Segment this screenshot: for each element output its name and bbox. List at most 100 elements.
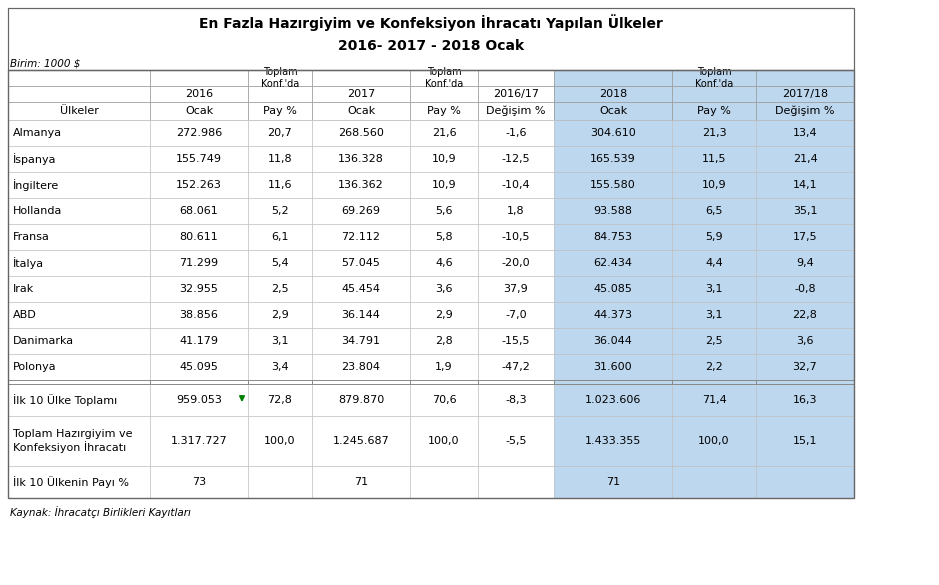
- Text: Ocak: Ocak: [346, 106, 375, 116]
- Bar: [672, 302, 756, 328]
- Text: 6,5: 6,5: [705, 206, 723, 216]
- Bar: [410, 146, 478, 172]
- Bar: [410, 172, 478, 198]
- Bar: [478, 416, 554, 466]
- Text: 2,5: 2,5: [271, 284, 289, 294]
- Text: 1.245.687: 1.245.687: [332, 436, 390, 446]
- Bar: [248, 102, 312, 120]
- Text: 72,8: 72,8: [268, 395, 292, 405]
- Bar: [672, 102, 756, 120]
- Bar: [672, 354, 756, 380]
- Text: 2018: 2018: [599, 89, 627, 99]
- Text: 72.112: 72.112: [342, 232, 380, 242]
- Bar: [312, 224, 410, 250]
- Bar: [756, 380, 854, 384]
- Text: 11,8: 11,8: [268, 154, 292, 164]
- Bar: [756, 276, 854, 302]
- Text: 1.317.727: 1.317.727: [171, 436, 227, 446]
- Text: 23.804: 23.804: [342, 362, 380, 372]
- Bar: [756, 198, 854, 224]
- Text: 38.856: 38.856: [179, 310, 219, 320]
- Text: 2,2: 2,2: [705, 362, 723, 372]
- Text: 136.362: 136.362: [338, 180, 384, 190]
- Text: -1,6: -1,6: [505, 128, 527, 138]
- Bar: [312, 380, 410, 384]
- Text: Almanya: Almanya: [13, 128, 62, 138]
- Bar: [248, 86, 312, 102]
- Bar: [672, 86, 756, 102]
- Text: -12,5: -12,5: [501, 154, 531, 164]
- Bar: [150, 102, 248, 120]
- Bar: [8, 250, 150, 276]
- Bar: [672, 120, 756, 146]
- Bar: [312, 276, 410, 302]
- Bar: [8, 224, 150, 250]
- Text: 5,4: 5,4: [271, 258, 289, 268]
- Text: 22,8: 22,8: [793, 310, 818, 320]
- Bar: [248, 276, 312, 302]
- Bar: [554, 328, 672, 354]
- Bar: [478, 120, 554, 146]
- Bar: [248, 198, 312, 224]
- Bar: [8, 70, 854, 498]
- Bar: [248, 250, 312, 276]
- Text: 20,7: 20,7: [268, 128, 292, 138]
- Text: 31.600: 31.600: [593, 362, 632, 372]
- Text: -15,5: -15,5: [501, 336, 531, 346]
- Bar: [410, 466, 478, 498]
- Bar: [756, 416, 854, 466]
- Bar: [756, 466, 854, 498]
- Bar: [248, 146, 312, 172]
- Bar: [150, 120, 248, 146]
- Bar: [248, 328, 312, 354]
- Text: -5,5: -5,5: [505, 436, 527, 446]
- Text: Pay %: Pay %: [263, 106, 297, 116]
- Bar: [150, 172, 248, 198]
- Bar: [672, 276, 756, 302]
- Text: 45.095: 45.095: [179, 362, 219, 372]
- Bar: [478, 380, 554, 384]
- Bar: [672, 198, 756, 224]
- Text: 5,8: 5,8: [435, 232, 453, 242]
- Bar: [8, 416, 150, 466]
- Bar: [248, 354, 312, 380]
- Text: 35,1: 35,1: [793, 206, 817, 216]
- Bar: [554, 416, 672, 466]
- Text: 68.061: 68.061: [179, 206, 219, 216]
- Bar: [672, 172, 756, 198]
- Bar: [312, 328, 410, 354]
- Bar: [150, 328, 248, 354]
- Bar: [8, 120, 150, 146]
- Bar: [410, 102, 478, 120]
- Text: Toplam
Konf.'da: Toplam Konf.'da: [261, 67, 300, 89]
- Text: -7,0: -7,0: [505, 310, 527, 320]
- Bar: [410, 302, 478, 328]
- Bar: [8, 466, 150, 498]
- Text: 136.328: 136.328: [338, 154, 384, 164]
- Bar: [150, 384, 248, 416]
- Bar: [8, 302, 150, 328]
- Text: 44.373: 44.373: [593, 310, 633, 320]
- Bar: [248, 172, 312, 198]
- Text: -10,5: -10,5: [501, 232, 531, 242]
- Text: Ocak: Ocak: [599, 106, 627, 116]
- Text: 100,0: 100,0: [428, 436, 460, 446]
- Bar: [554, 86, 672, 102]
- Bar: [248, 380, 312, 384]
- Text: 100,0: 100,0: [264, 436, 296, 446]
- Bar: [8, 8, 854, 70]
- Bar: [756, 70, 854, 86]
- Bar: [554, 250, 672, 276]
- Bar: [478, 70, 554, 86]
- Text: -10,4: -10,4: [501, 180, 531, 190]
- Bar: [554, 224, 672, 250]
- Bar: [312, 102, 410, 120]
- Bar: [672, 250, 756, 276]
- Text: İtalya: İtalya: [13, 257, 44, 269]
- Text: 155.749: 155.749: [176, 154, 222, 164]
- Bar: [756, 172, 854, 198]
- Bar: [150, 354, 248, 380]
- Bar: [312, 172, 410, 198]
- Bar: [8, 172, 150, 198]
- Bar: [410, 198, 478, 224]
